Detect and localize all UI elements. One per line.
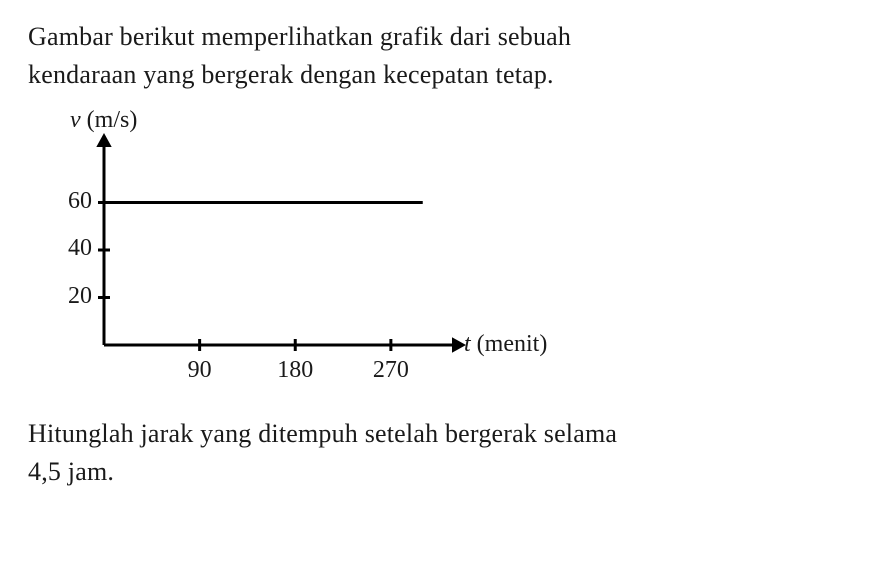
y-tick-label: 20 (42, 283, 92, 310)
y-tick-label: 60 (42, 188, 92, 215)
y-tick-label: 40 (42, 235, 92, 262)
intro-line-1: Gambar berikut memperlihatkan grafik dar… (28, 22, 571, 51)
closing-line-1: Hitunglah jarak yang ditempuh setelah be… (28, 419, 617, 448)
y-axis-unit: (m/s) (87, 107, 138, 133)
intro-line-2: kendaraan yang bergerak dengan kecepatan… (28, 60, 554, 89)
x-tick-label: 180 (265, 357, 325, 384)
velocity-time-chart: v (m/s) t (menit) 20 40 60 90 180 270 (34, 107, 554, 397)
question-intro: Gambar berikut memperlihatkan grafik dar… (28, 18, 847, 93)
x-axis-unit: (menit) (477, 331, 548, 357)
y-axis-var: v (70, 107, 81, 133)
closing-line-2: 4,5 jam. (28, 457, 114, 486)
question-closing: Hitunglah jarak yang ditempuh setelah be… (28, 415, 847, 490)
x-axis-var: t (464, 331, 471, 357)
x-tick-label: 270 (361, 357, 421, 384)
x-tick-label: 90 (170, 357, 230, 384)
